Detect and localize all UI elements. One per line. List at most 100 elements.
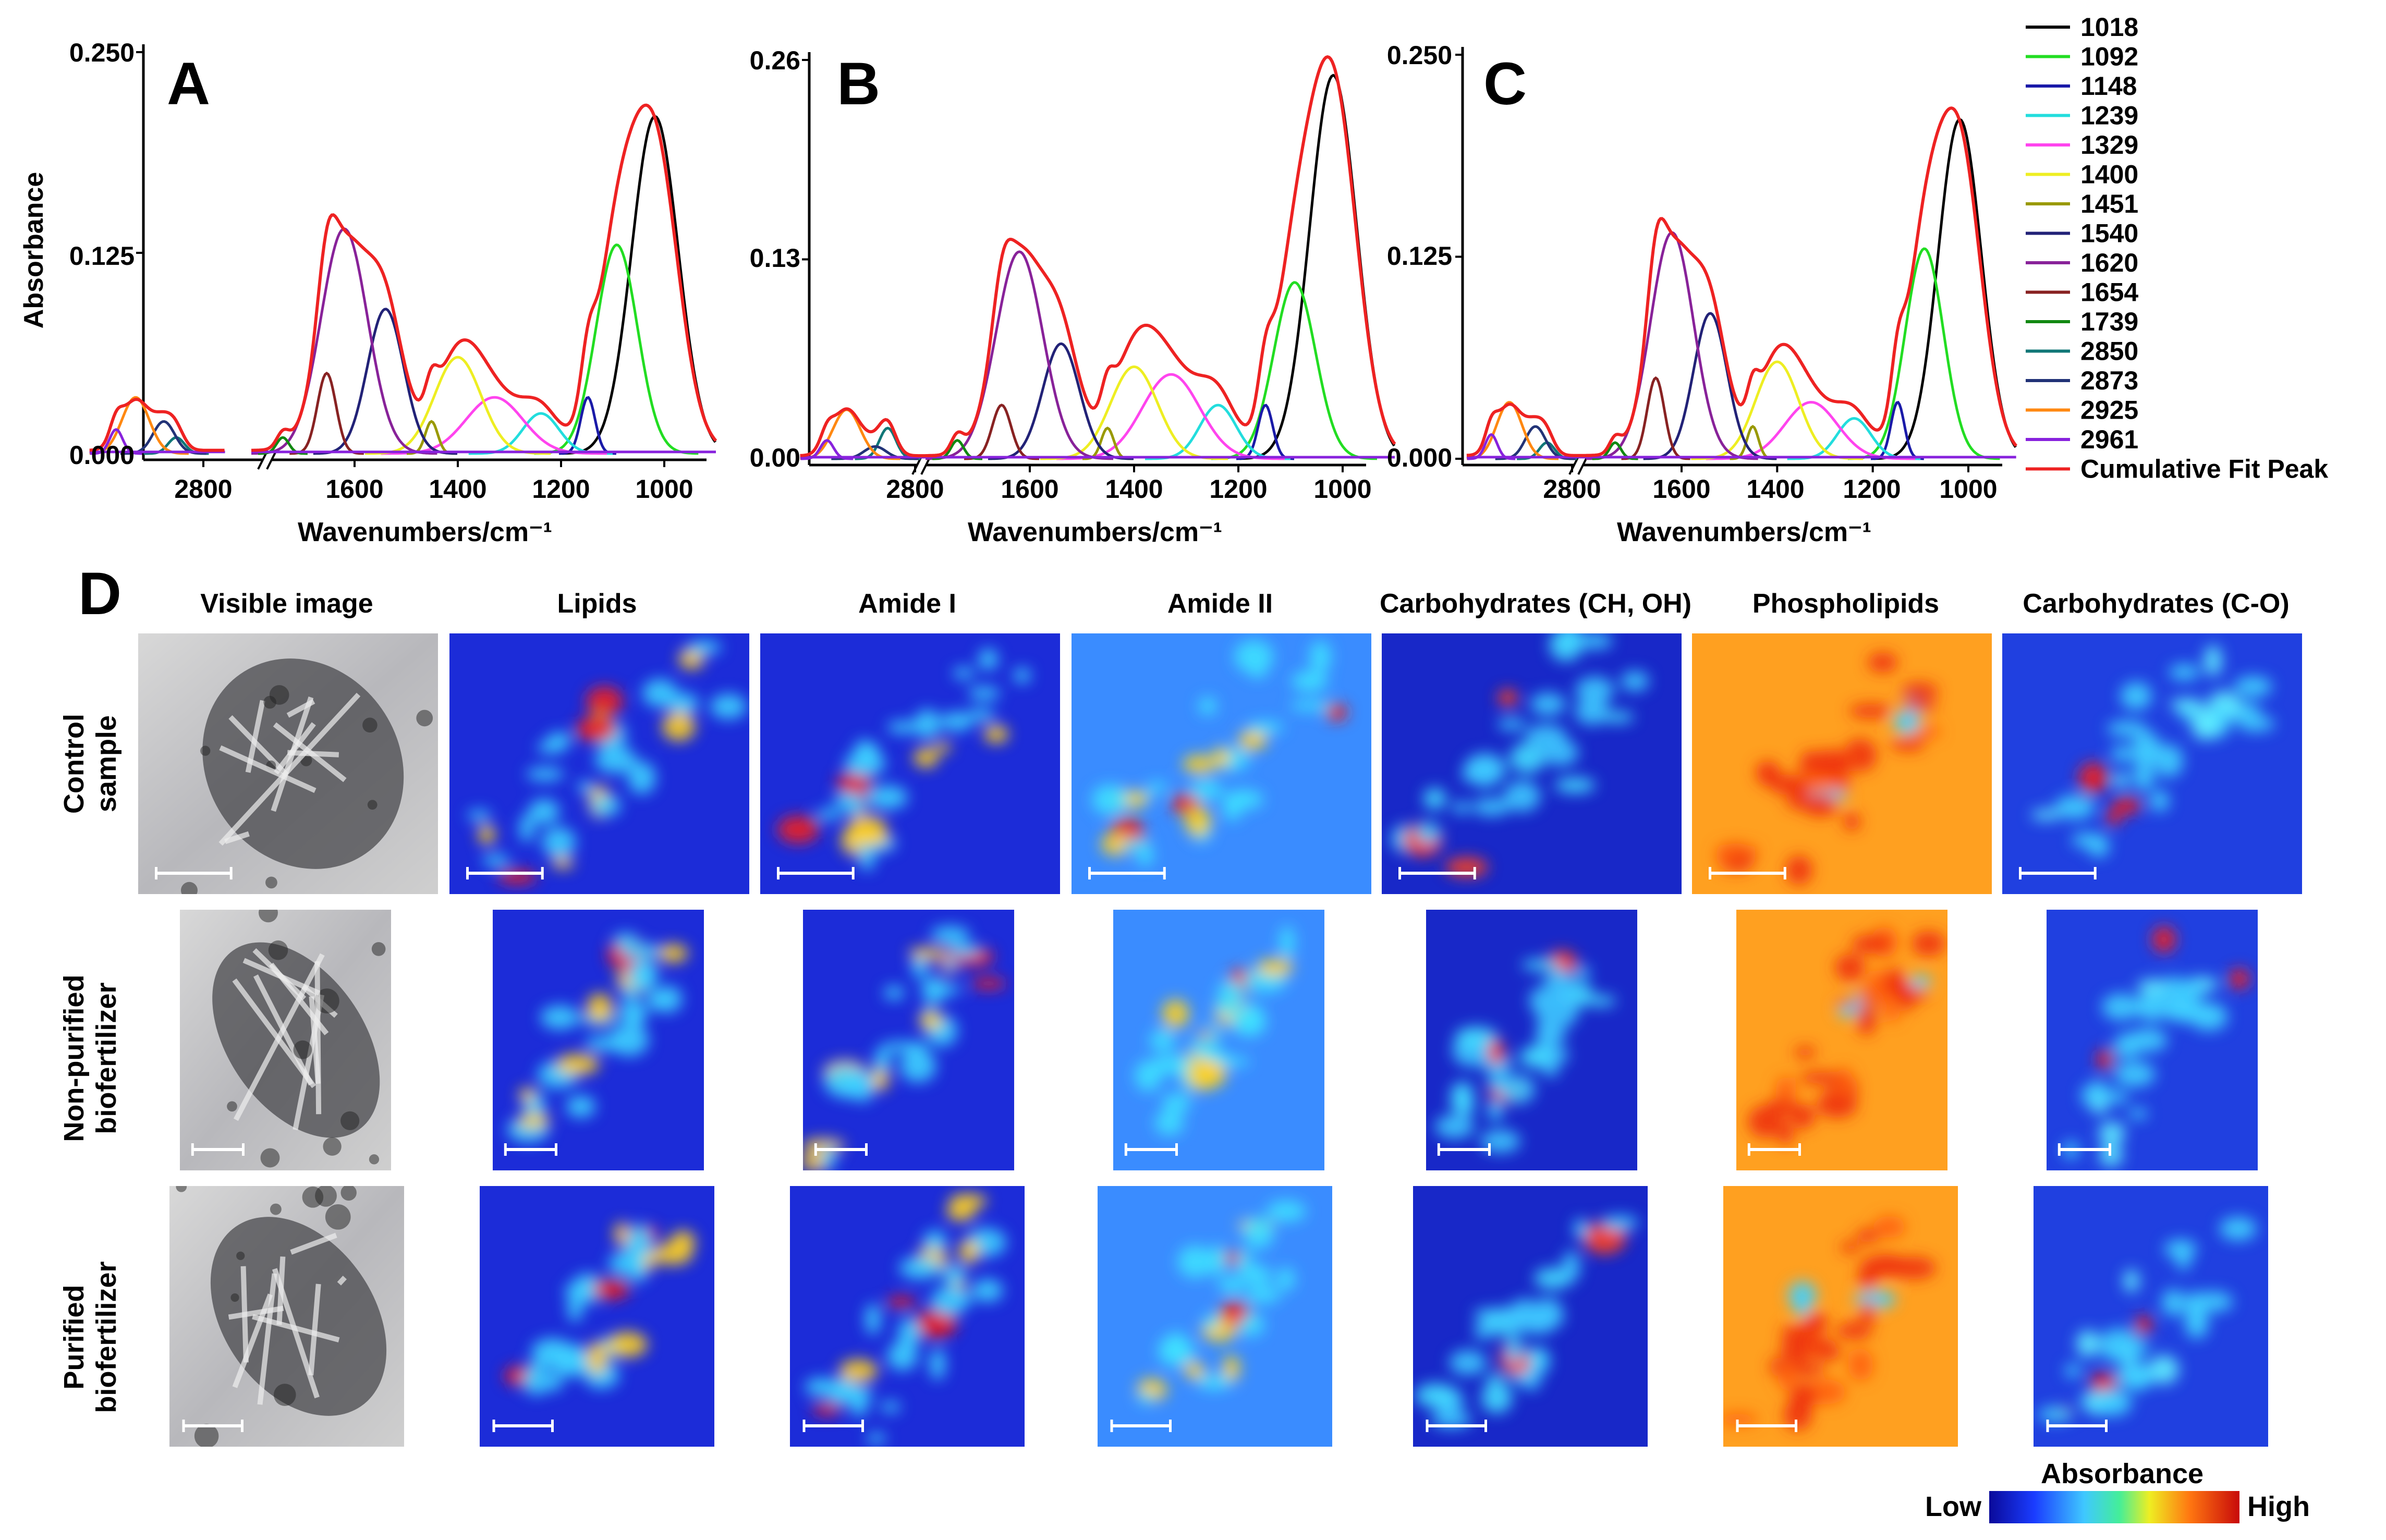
row-title-line2: biofertilizer [91,982,122,1134]
chemical-map [760,633,1060,894]
image-cell-r1-c4 [1426,910,1637,1170]
peak-1620 [251,227,437,455]
peak-1620 [1586,231,1758,460]
chemical-map-blobs [504,1222,696,1396]
chemical-map-blobs [1435,950,1616,1153]
x-tick-c-1400: 1400 [1746,474,1804,504]
legend-label: 1540 [2080,219,2138,248]
legend-item: 1148 [2026,71,2137,101]
chemical-map-blobs [1723,1216,1936,1431]
legend-item: 1239 [2026,101,2138,130]
image-cell-r0-c3 [1072,633,1371,894]
colorbar-high: High [2247,1491,2310,1522]
chemical-map [480,1186,714,1447]
chemical-map-blobs [805,1193,1006,1444]
row-title-line1: Purified [58,1285,90,1389]
legend-item: 1654 [2026,278,2138,307]
x-axis-label-a: Wavenumbers/cm⁻¹ [298,517,552,547]
image-cell-r0-c4 [1382,633,1682,894]
row-title-line1: Non-purified [58,975,90,1142]
cumulative-fit [800,407,936,458]
image-cell-r2-c4 [1413,1186,1648,1447]
y-tick-c-zero: 0.000 [1387,443,1452,472]
row-title-non-purified: Non-purified biofertilizer [58,975,122,1142]
chemical-map-blobs [1135,925,1295,1135]
chemical-map-blobs [803,926,1006,1170]
legend-label: 1654 [2080,278,2138,307]
legend-item: 2850 [2026,337,2138,366]
chemical-map-blobs [777,649,1031,871]
image-cell-r1-c1 [493,910,704,1170]
col-title-visible: Visible image [200,589,373,619]
peak-1540 [1643,312,1777,460]
legend-item: 1018 [2026,13,2138,42]
peak-1540 [313,308,457,455]
chemical-map-blobs [507,933,688,1143]
x-tick-a-1600: 1600 [325,474,383,504]
image-cell-r2-c1 [480,1186,714,1447]
spectrum-a [89,44,717,470]
spectra-panels [89,44,2018,475]
legend-item: 1451 [2026,189,2138,218]
image-cell-r2-c5 [1723,1186,1958,1447]
x-tick-b-2800: 2800 [886,474,944,504]
chemical-map [1723,1186,1958,1447]
legend-item: 1329 [2026,130,2138,160]
y-tick-b-top: 0.26 [750,46,800,75]
x-tick-b-1000: 1000 [1313,474,1371,504]
panel-letter-d: D [78,560,121,627]
image-cell-r1-c6 [2047,910,2258,1170]
colorbar: Absorbance Low High [1925,1458,2310,1523]
legend-item: 1092 [2026,42,2138,71]
x-ticks-a: 2800 1600 1400 1200 1000 [174,474,693,504]
cumulative-fit [89,397,225,452]
image-cell-r0-c0 [138,633,438,894]
chemical-map-blobs [2038,1217,2257,1422]
panel-letter-b: B [837,51,880,117]
y-tick-a-mid: 0.125 [69,241,135,271]
tissue-section [212,910,386,1168]
legend-item: 2925 [2026,396,2138,425]
chemical-map-blobs [1137,1200,1306,1404]
peak-1654 [964,404,1040,460]
x-tick-c-1000: 1000 [1939,474,1997,504]
image-cell-r0-c2 [760,633,1060,894]
image-cell-r2-c2 [790,1186,1025,1447]
chemical-map-blobs [1091,640,1347,866]
x-tick-c-1600: 1600 [1652,474,1710,504]
chemical-map-blobs [2063,926,2250,1167]
x-tick-b-1400: 1400 [1105,474,1163,504]
y-tick-a-zero: 0.000 [69,441,135,470]
y-tick-c-top: 0.250 [1387,41,1452,70]
row-title-line2: sample [91,715,122,812]
legend-label: 2961 [2080,425,2138,454]
col-title-amide-i: Amide I [858,589,956,619]
x-tick-a-1400: 1400 [429,474,486,504]
legend-label: 1148 [2080,71,2137,101]
x-axis-label-c: Wavenumbers/cm⁻¹ [1617,517,1871,547]
panel-letter-a: A [167,51,210,117]
colorbar-gradient [1989,1491,2239,1523]
image-cell-r0-c6 [2002,633,2302,894]
legend: 1018109211481239132914001451154016201654… [2026,13,2328,484]
image-cell-r1-c5 [1736,910,1947,1170]
y-tick-b-zero: 0.00 [750,443,800,472]
legend-item: 2873 [2026,366,2138,395]
image-cell-r2-c6 [2034,1186,2268,1447]
chemical-map-blobs [1415,1215,1639,1429]
cumulative-fit [1466,402,1592,457]
x-ticks-c: 2800 1600 1400 1200 1000 [1543,474,1997,504]
y-tick-b-mid: 0.13 [750,243,800,273]
legend-label: 1239 [2080,101,2138,130]
y-tick-c-mid: 0.125 [1387,241,1452,271]
panel-letter-c: C [1483,51,1527,117]
col-title-phospholipids: Phospholipids [1752,589,1939,619]
spectrum-b [800,52,1396,475]
legend-label: 1329 [2080,130,2138,160]
legend-label: 1739 [2080,307,2138,336]
legend-label: 2850 [2080,337,2138,366]
cumulative-fit [926,55,1396,457]
chemical-map-blobs [467,640,747,884]
y-tick-a-top: 0.250 [69,38,135,67]
